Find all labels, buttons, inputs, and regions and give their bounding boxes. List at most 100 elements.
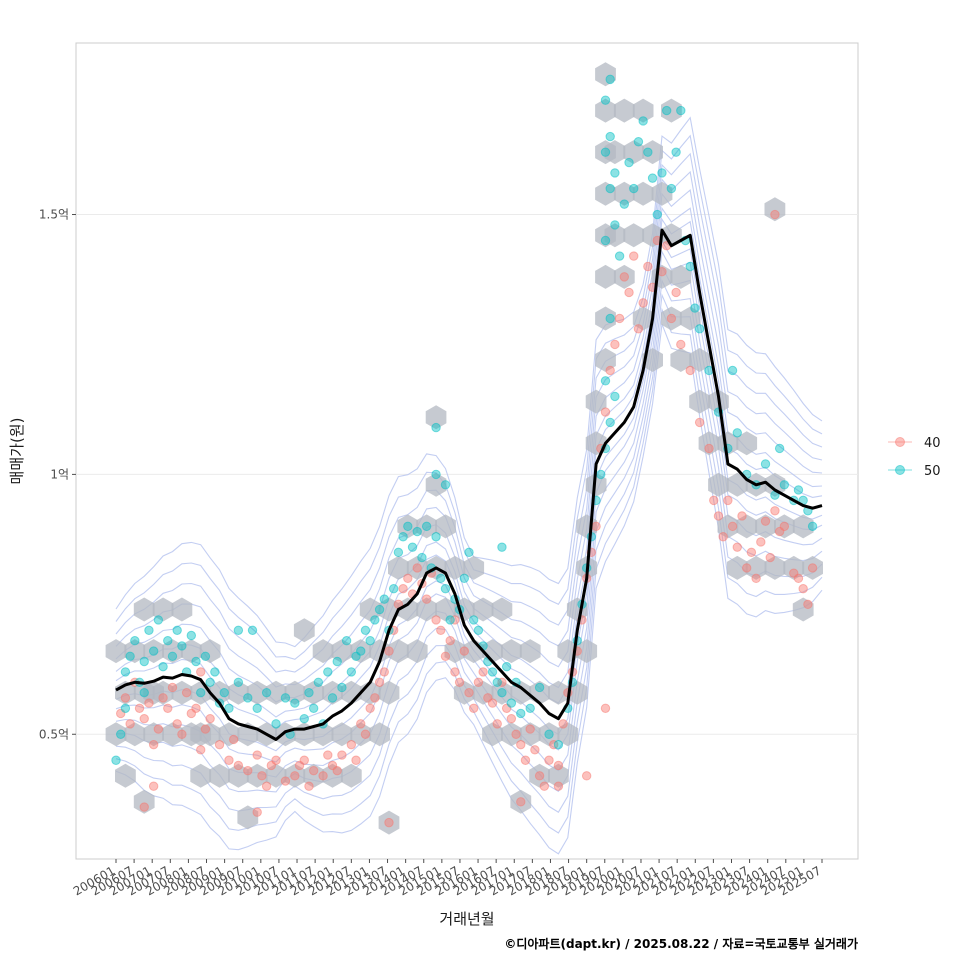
- data-point-50: [299, 713, 309, 724]
- data-point-40: [779, 521, 790, 532]
- hex-bin: [378, 680, 400, 705]
- hex-bin: [604, 140, 626, 165]
- data-point-40: [450, 615, 460, 625]
- data-point-40: [492, 719, 502, 729]
- data-point-40: [271, 755, 281, 765]
- data-point-40: [172, 719, 182, 729]
- data-point-50: [403, 521, 413, 532]
- data-point-40: [770, 209, 780, 220]
- data-point-40: [163, 703, 173, 713]
- hex-bin: [340, 763, 362, 788]
- data-point-40: [450, 667, 460, 677]
- data-point-50: [732, 428, 742, 438]
- data-point-40: [516, 797, 526, 807]
- data-point-40: [633, 324, 644, 334]
- hex-bin: [764, 472, 786, 497]
- data-point-50: [487, 667, 498, 677]
- hex-bin: [613, 264, 635, 289]
- data-point-40: [671, 287, 681, 298]
- data-point-50: [619, 199, 630, 209]
- data-point-40: [624, 287, 634, 298]
- data-point-50: [600, 95, 611, 105]
- data-point-50: [323, 667, 333, 677]
- data-point-40: [233, 760, 244, 771]
- data-point-50: [774, 443, 785, 454]
- data-point-50: [661, 105, 672, 116]
- data-point-40: [412, 563, 422, 573]
- data-point-40: [384, 646, 394, 656]
- hex-bin: [745, 555, 767, 580]
- data-point-40: [643, 261, 653, 272]
- data-point-50: [280, 693, 291, 703]
- hex-bin: [491, 597, 513, 622]
- hex-bin: [670, 264, 692, 289]
- data-point-50: [638, 116, 648, 126]
- data-point-40: [614, 313, 625, 324]
- data-point-50: [356, 646, 366, 656]
- data-point-40: [252, 750, 262, 760]
- hex-bin: [312, 639, 334, 664]
- data-point-40: [727, 521, 738, 532]
- hex-bin: [435, 514, 456, 539]
- trend-line-group: [115, 228, 823, 741]
- data-point-40: [704, 443, 714, 454]
- data-point-40: [737, 511, 747, 521]
- hex-bin: [275, 722, 296, 747]
- data-point-50: [807, 521, 818, 532]
- legend-key-40: [895, 437, 905, 447]
- hex-bin: [171, 597, 193, 622]
- data-point-50: [111, 755, 121, 765]
- hex-bin: [642, 223, 663, 248]
- y-tick-label: 1.5억: [39, 208, 69, 222]
- density-contour: [115, 116, 823, 648]
- hex-bin: [792, 514, 814, 539]
- hex-bin: [425, 472, 447, 497]
- data-point-50: [186, 630, 197, 641]
- data-point-40: [332, 765, 342, 776]
- legend-key-50: [895, 465, 905, 475]
- data-point-50: [360, 625, 371, 636]
- data-point-40: [379, 667, 389, 677]
- data-point-40: [351, 755, 361, 765]
- density-contour: [115, 307, 823, 834]
- data-point-50: [271, 719, 281, 729]
- data-point-50: [779, 480, 790, 490]
- data-point-50: [534, 682, 545, 693]
- data-point-40: [454, 677, 465, 687]
- data-point-50: [666, 183, 677, 194]
- data-point-40: [445, 636, 455, 646]
- data-point-50: [125, 651, 135, 661]
- data-point-40: [318, 771, 328, 781]
- hex-bin: [595, 98, 616, 123]
- hex-bin: [322, 763, 343, 788]
- data-point-50: [605, 313, 615, 324]
- data-point-50: [153, 615, 164, 625]
- data-point-40: [605, 365, 615, 376]
- hex-bin: [190, 763, 212, 788]
- legend-label: 50: [924, 464, 941, 479]
- hex-bin: [463, 555, 485, 580]
- data-point-40: [549, 739, 559, 750]
- data-point-40: [440, 651, 451, 661]
- data-point-40: [487, 698, 498, 708]
- data-point-40: [205, 713, 215, 724]
- hex-bin: [293, 618, 315, 643]
- data-point-40: [228, 734, 239, 745]
- data-point-50: [365, 636, 375, 646]
- hex-bin: [519, 639, 541, 664]
- hex-bin: [519, 722, 541, 747]
- data-point-50: [793, 485, 804, 495]
- data-point-50: [370, 615, 380, 625]
- data-point-40: [280, 776, 291, 786]
- data-point-40: [685, 365, 695, 376]
- data-point-50: [144, 625, 154, 636]
- data-point-40: [323, 750, 333, 760]
- data-point-50: [600, 147, 611, 157]
- data-point-40: [723, 495, 733, 506]
- hex-bin: [510, 789, 532, 814]
- data-point-50: [120, 667, 131, 677]
- data-point-50: [657, 168, 667, 178]
- data-point-50: [600, 376, 611, 386]
- data-point-50: [421, 521, 432, 532]
